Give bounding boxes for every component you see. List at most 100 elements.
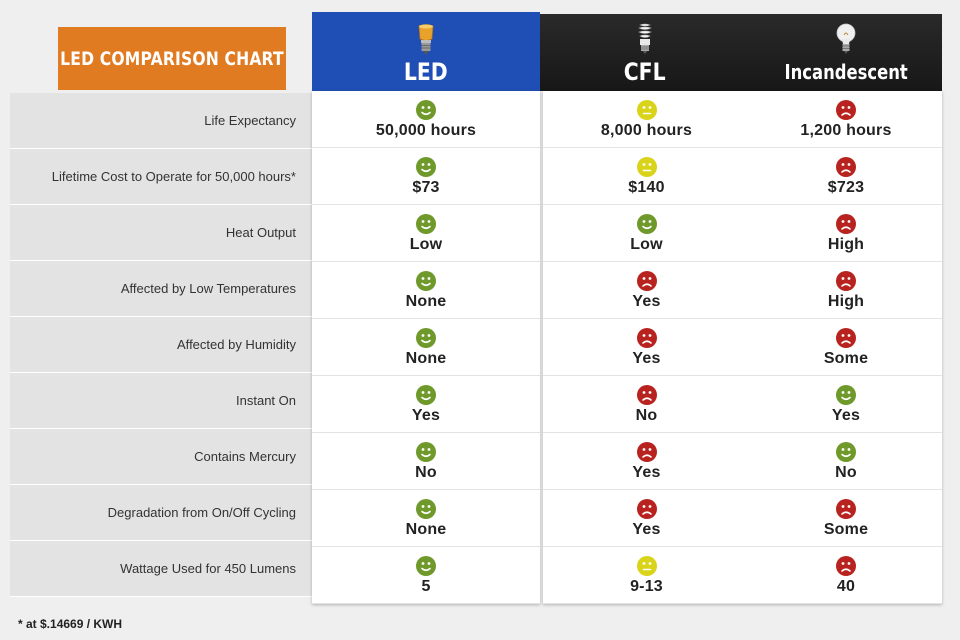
rating-cell: Yes — [543, 262, 750, 318]
cell-value: Yes — [632, 463, 661, 481]
smiley-face-icon — [836, 441, 856, 462]
rating-cell: $140 — [543, 148, 750, 204]
frowning-face-icon — [836, 498, 856, 519]
smiley-face-icon — [416, 99, 436, 120]
cfl-bulb-icon — [638, 23, 652, 54]
rating-cell: No — [750, 433, 942, 489]
cell-value: None — [405, 349, 447, 367]
row-label: Life Expectancy — [10, 93, 312, 149]
table-row: No Yes — [543, 376, 942, 433]
row-label: Contains Mercury — [10, 429, 312, 485]
cell-value: High — [827, 235, 865, 253]
cell-value: Yes — [632, 349, 661, 367]
column-header-incandescent: Incandescent — [750, 14, 942, 91]
cell-value: Yes — [831, 406, 861, 424]
row-label: Degradation from On/Off Cycling — [10, 485, 312, 541]
cell-value: None — [405, 520, 447, 538]
led-bulb-icon — [418, 24, 434, 55]
cell-value: Some — [823, 349, 869, 367]
smiley-face-icon — [836, 384, 856, 405]
cell-value: Yes — [632, 292, 661, 310]
rating-cell: 40 — [750, 547, 942, 603]
smiley-face-icon — [416, 441, 436, 462]
row-label: Wattage Used for 450 Lumens — [10, 541, 312, 597]
cell-value: No — [835, 463, 857, 481]
row-labels: Life Expectancy Lifetime Cost to Operate … — [10, 93, 312, 597]
table-row: Yes — [312, 376, 540, 433]
table-row: 5 — [312, 547, 540, 604]
other-values-panel: 8,000 hours 1,200 hours $140 $723 Low High Yes… — [543, 91, 942, 604]
smiley-face-icon — [416, 327, 436, 348]
table-row: Low — [312, 205, 540, 262]
table-row: No — [312, 433, 540, 490]
column-header-dark-band — [540, 14, 942, 91]
frowning-face-icon — [636, 498, 657, 519]
rating-cell: 1,200 hours — [750, 91, 942, 147]
column-header-led: LED — [312, 12, 540, 91]
rating-cell: No — [543, 376, 750, 432]
rating-cell: Some — [750, 490, 942, 546]
table-row: Yes Some — [543, 490, 942, 547]
smiley-face-icon — [416, 270, 436, 291]
frowning-face-icon — [836, 99, 856, 120]
cell-value: 9-13 — [630, 577, 663, 595]
table-row: $140 $723 — [543, 148, 942, 205]
table-row: Yes Some — [543, 319, 942, 376]
smiley-face-icon — [636, 213, 657, 234]
frowning-face-icon — [636, 384, 657, 405]
cell-value: Low — [409, 235, 443, 253]
table-row: $73 — [312, 148, 540, 205]
smiley-face-icon — [416, 156, 436, 177]
rating-cell: Yes — [543, 490, 750, 546]
rating-cell: High — [750, 205, 942, 261]
table-row: None — [312, 319, 540, 376]
frowning-face-icon — [836, 555, 856, 576]
cell-value: 8,000 hours — [600, 121, 693, 139]
rating-cell: Low — [312, 205, 540, 261]
neutral-face-icon — [636, 99, 657, 120]
rating-cell: None — [312, 262, 540, 318]
cell-value: 40 — [836, 577, 856, 595]
frowning-face-icon — [836, 270, 856, 291]
cell-value: 50,000 hours — [375, 121, 477, 139]
table-row: 50,000 hours — [312, 91, 540, 148]
column-label-led: LED — [404, 58, 448, 86]
cell-value: High — [827, 292, 865, 310]
rating-cell: Yes — [543, 319, 750, 375]
table-row: None — [312, 490, 540, 547]
cell-value: $140 — [628, 178, 665, 196]
column-header-cfl: CFL — [540, 14, 750, 91]
rating-cell: None — [312, 490, 540, 546]
rating-cell: 8,000 hours — [543, 91, 750, 147]
rating-cell: None — [312, 319, 540, 375]
cell-value: None — [405, 292, 447, 310]
frowning-face-icon — [636, 327, 657, 348]
neutral-face-icon — [636, 555, 657, 576]
cell-value: Yes — [632, 520, 661, 538]
row-label: Affected by Humidity — [10, 317, 312, 373]
rating-cell: $723 — [750, 148, 942, 204]
row-label: Lifetime Cost to Operate for 50,000 hour… — [10, 149, 312, 205]
table-row: 8,000 hours 1,200 hours — [543, 91, 942, 148]
smiley-face-icon — [416, 555, 436, 576]
smiley-face-icon — [416, 213, 436, 234]
rating-cell: 9-13 — [543, 547, 750, 603]
rating-cell: Some — [750, 319, 942, 375]
chart-title: LED COMPARISON CHART — [58, 27, 286, 90]
footnote: * at $.14669 / KWH — [18, 617, 123, 631]
cell-value: $73 — [412, 178, 440, 196]
smiley-face-icon — [416, 384, 436, 405]
cell-value: Yes — [411, 406, 441, 424]
cell-value: 5 — [421, 577, 431, 595]
row-label: Affected by Low Temperatures — [10, 261, 312, 317]
led-values-panel: 50,000 hours $73 Low None None Yes No None 5 — [312, 91, 540, 604]
frowning-face-icon — [836, 156, 856, 177]
table-row: Yes No — [543, 433, 942, 490]
table-row: Yes High — [543, 262, 942, 319]
frowning-face-icon — [636, 270, 657, 291]
smiley-face-icon — [416, 498, 436, 519]
table-row: Low High — [543, 205, 942, 262]
incandescent-bulb-icon — [836, 23, 856, 54]
rating-cell: $73 — [312, 148, 540, 204]
